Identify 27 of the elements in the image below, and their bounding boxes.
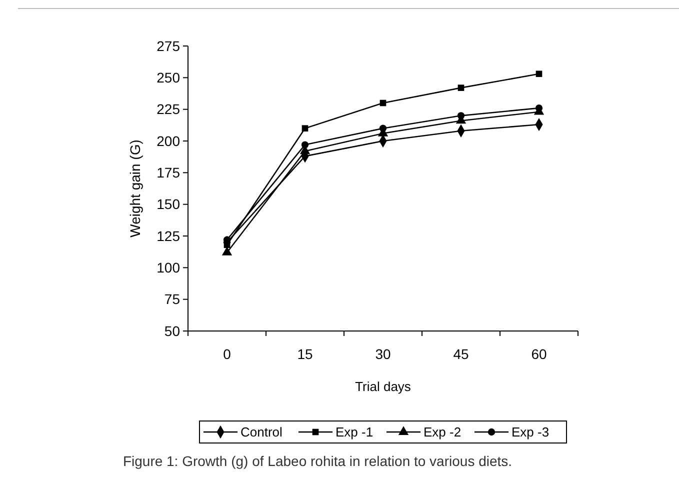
legend-label: Exp -2 bbox=[424, 424, 462, 440]
y-tick-label: 50 bbox=[164, 322, 180, 339]
x-tick-label: 45 bbox=[453, 346, 469, 362]
point bbox=[222, 246, 232, 256]
point bbox=[536, 70, 542, 78]
y-tick-label: 75 bbox=[164, 291, 180, 308]
x-axis-title: Trial days bbox=[355, 379, 412, 394]
legend-label: Control bbox=[240, 424, 283, 440]
caption: Figure 1: Growth (g) of Labeo rohita in relation to various diets. bbox=[122, 453, 512, 469]
point bbox=[302, 125, 308, 132]
point bbox=[380, 100, 386, 106]
x-tick-label: 15 bbox=[297, 346, 313, 362]
y-tick-label: 200 bbox=[156, 132, 180, 149]
y-tick-label: 125 bbox=[156, 228, 180, 244]
y-tick-label: 275 bbox=[156, 38, 180, 54]
x-tick-label: 0 bbox=[223, 346, 232, 362]
y-tick-label: 225 bbox=[156, 101, 180, 118]
y-axis-title: Weight gain (G) bbox=[127, 140, 143, 238]
y-tick-label: 150 bbox=[156, 196, 180, 212]
y-tick-label: 250 bbox=[156, 70, 180, 86]
point bbox=[458, 84, 464, 91]
legend-label: Exp -3 bbox=[512, 424, 550, 440]
y-tick-label: 100 bbox=[156, 260, 180, 276]
x-tick-label: 60 bbox=[531, 346, 547, 362]
y-tick-label: 175 bbox=[156, 164, 180, 181]
legend-label: Exp -1 bbox=[336, 424, 374, 440]
x-tick-label: 30 bbox=[375, 346, 391, 362]
